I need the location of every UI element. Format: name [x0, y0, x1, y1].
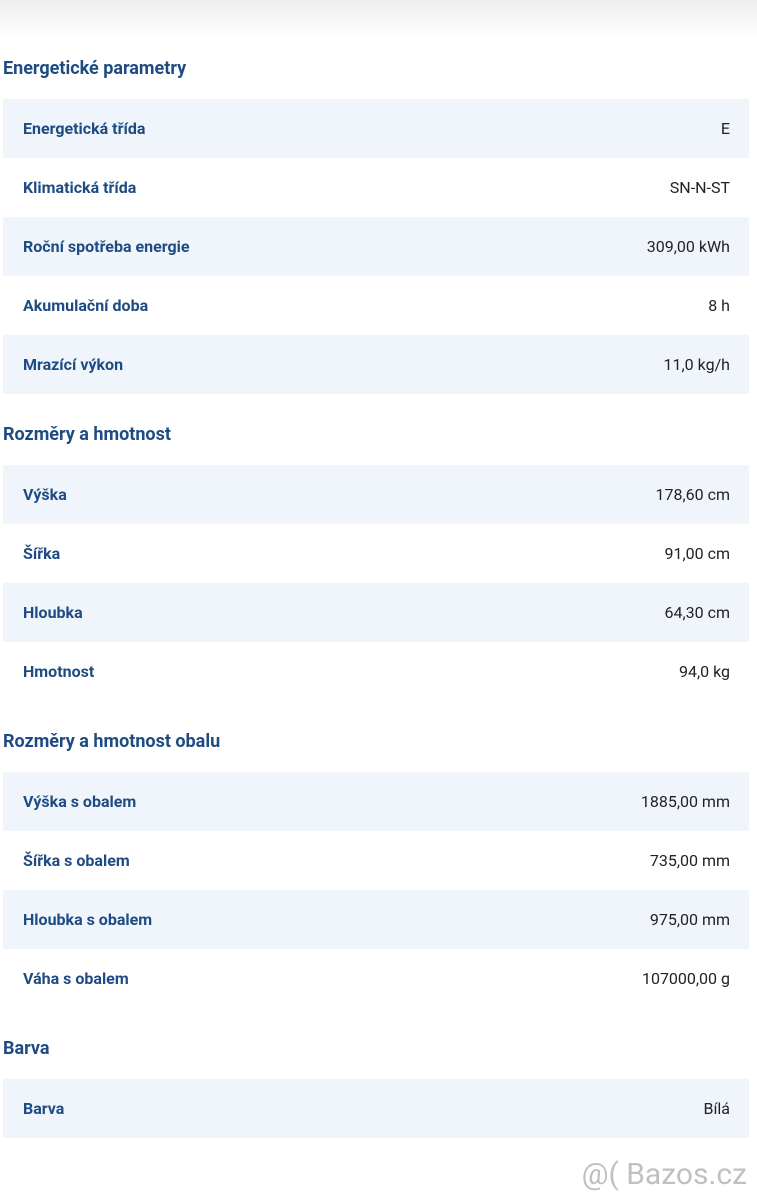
- section: Energetické parametry Energetická třída E K…: [0, 51, 757, 394]
- spec-label: Energetická třída: [23, 119, 146, 138]
- spacer: [0, 1067, 757, 1079]
- spec-value: 309,00 kWh: [646, 237, 730, 256]
- spec-label: Výška s obalem: [23, 792, 137, 811]
- spec-label: Hloubka: [23, 603, 83, 622]
- spec-value: 91,00 cm: [664, 544, 731, 563]
- section-title: Rozměry a hmotnost obalu: [3, 731, 221, 752]
- spec-label: Výška: [23, 485, 67, 504]
- spec-value: 11,0 kg/h: [663, 355, 730, 374]
- watermark: @( Bazos.cz: [581, 1157, 747, 1192]
- spec-value: 94,0 kg: [678, 662, 730, 681]
- spec-label: Roční spotřeba energie: [23, 237, 190, 256]
- spec-row: Šířka s obalem 735,00 mm: [3, 831, 749, 890]
- spec-label: Akumulační doba: [23, 296, 149, 315]
- section: Barva Barva Bílá: [0, 1031, 757, 1138]
- spec-row: Klimatická třída SN-N-ST: [3, 158, 749, 217]
- spec-value: 178,60 cm: [655, 485, 730, 504]
- spec-row: Výška 178,60 cm: [3, 465, 749, 524]
- spec-value: 8 h: [708, 296, 730, 315]
- spec-value: Bílá: [703, 1099, 730, 1118]
- spec-label: Šířka: [23, 544, 61, 563]
- rows: Energetická třída E Klimatická třída SN-N-S…: [0, 99, 757, 394]
- spacer: [0, 87, 757, 99]
- section-title: Rozměry a hmotnost: [3, 424, 171, 445]
- header-shadow: [0, 0, 757, 40]
- spec-value: E: [720, 119, 730, 138]
- spec-row: Energetická třída E: [3, 99, 749, 158]
- section-title: Energetické parametry: [3, 58, 187, 79]
- spec-label: Hloubka s obalem: [23, 910, 153, 929]
- rows: Výška 178,60 cm Šířka 91,00 cm Hloubka 64,30 …: [0, 465, 757, 701]
- spacer: [0, 760, 757, 772]
- spacer: [0, 453, 757, 465]
- rows: Barva Bílá: [0, 1079, 757, 1138]
- spec-row: Barva Bílá: [3, 1079, 749, 1138]
- spec-row: Šířka 91,00 cm: [3, 524, 749, 583]
- spec-row: Váha s obalem 107000,00 g: [3, 949, 749, 1008]
- spec-row: Akumulační doba 8 h: [3, 276, 749, 335]
- spec-label: Hmotnost: [23, 662, 95, 681]
- spec-label: Váha s obalem: [23, 969, 129, 988]
- section-title: Barva: [3, 1038, 50, 1059]
- spec-value: 735,00 mm: [649, 851, 730, 870]
- spec-row: Výška s obalem 1885,00 mm: [3, 772, 749, 831]
- rows: Výška s obalem 1885,00 mm Šířka s obalem 73…: [0, 772, 757, 1008]
- spec-label: Mrazící výkon: [23, 355, 124, 374]
- spec-value: 975,00 mm: [649, 910, 730, 929]
- spec-row: Hloubka 64,30 cm: [3, 583, 749, 642]
- spec-label: Klimatická třída: [23, 178, 137, 197]
- section: Rozměry a hmotnost Výška 178,60 cm Šířka 91,…: [0, 417, 757, 701]
- spec-row: Hloubka s obalem 975,00 mm: [3, 890, 749, 949]
- spec-row: Hmotnost 94,0 kg: [3, 642, 749, 701]
- spec-value: 107000,00 g: [641, 969, 730, 988]
- spec-label: Barva: [23, 1099, 65, 1118]
- spec-value: 1885,00 mm: [640, 792, 730, 811]
- spec-value: 64,30 cm: [664, 603, 731, 622]
- content: Energetické parametry Energetická třída E K…: [0, 51, 757, 1138]
- spec-row: Roční spotřeba energie 309,00 kWh: [3, 217, 749, 276]
- spec-label: Šířka s obalem: [23, 851, 130, 870]
- spec-row: Mrazící výkon 11,0 kg/h: [3, 335, 749, 394]
- spec-value: SN-N-ST: [669, 178, 730, 197]
- section: Rozměry a hmotnost obalu Výška s obalem 18…: [0, 724, 757, 1008]
